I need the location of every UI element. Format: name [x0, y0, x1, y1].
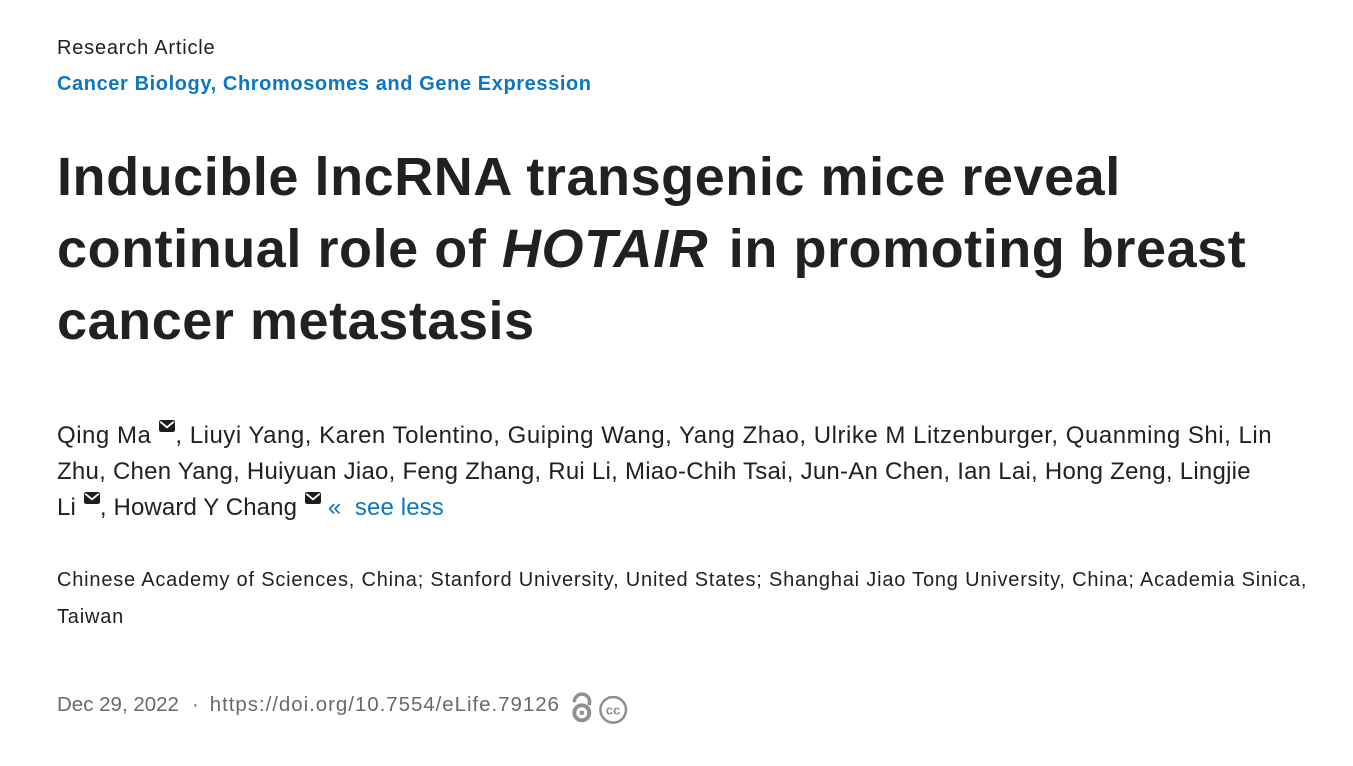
- svg-text:cc: cc: [606, 702, 621, 717]
